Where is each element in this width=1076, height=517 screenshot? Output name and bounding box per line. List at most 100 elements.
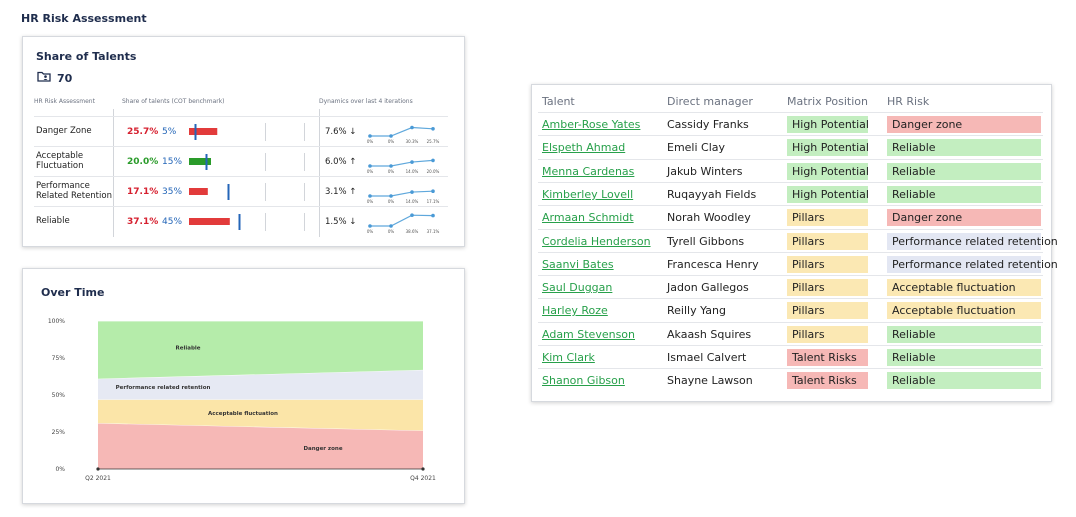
share-row-label-line: Reliable <box>36 216 70 226</box>
hr-risk-badge: Reliable <box>887 349 1041 366</box>
share-row[interactable]: Reliable 37.1% 45% 1.5% ↓ 0% 0% 38.6% 37.1% <box>34 206 448 236</box>
share-mini-bar <box>189 214 241 230</box>
table-row[interactable]: Elspeth Ahmad Emeli Clay High Potential Rel… <box>538 135 1043 158</box>
over-time-card: Over Time 0% 25% 50% 75% 100% Danger zone Acce… <box>22 268 465 504</box>
page-title: HR Risk Assessment <box>21 12 147 25</box>
x-tick-label: Q2 2021 <box>85 475 111 482</box>
scale-tick <box>304 153 305 171</box>
share-row[interactable]: Acceptable Fluctuation 20.0% 15% 6.0% ↑ 0% 0% 1… <box>34 146 448 176</box>
table-row[interactable]: Cordelia Henderson Tyrell Gibbons Pillars P… <box>538 228 1058 252</box>
dynamics-value: 7.6% ↓ <box>325 127 356 137</box>
direct-manager: Jakub Winters <box>667 164 743 178</box>
sparkline-label: 0% <box>367 139 374 144</box>
scale-tick <box>304 123 305 141</box>
scale-tick <box>304 183 305 201</box>
area-series-label: Performance related retention <box>116 385 211 391</box>
matrix-position-badge: Talent Risks <box>787 349 868 366</box>
area-series-label: Reliable <box>176 346 201 352</box>
sparkline-label: 0% <box>388 199 395 204</box>
dynamics-sparkline: 0% 0% 14.0% 17.1% <box>367 189 440 204</box>
table-row[interactable]: Saul Duggan Jadon Gallegos Pillars Acceptab… <box>538 275 1043 298</box>
share-percent: 37.1% <box>127 217 159 227</box>
column-divider <box>113 109 114 237</box>
talent-name-link[interactable]: Amber-Rose Yates <box>542 118 641 131</box>
dynamics-percent: 1.5% <box>325 217 347 227</box>
matrix-position-badge: High Potential <box>787 116 869 133</box>
sparkline-point <box>389 164 393 168</box>
talent-name-link[interactable]: Armaan Schmidt <box>542 211 634 225</box>
table-row[interactable]: Kim Clark Ismael Calvert Talent Risks Relia… <box>538 345 1043 368</box>
arrow-up-icon: ↑ <box>346 187 357 197</box>
dynamics-percent: 3.1% <box>325 187 347 197</box>
talent-name-link[interactable]: Menna Cardenas <box>542 164 635 178</box>
table-row[interactable]: Adam Stevenson Akaash Squires Pillars Relia… <box>538 321 1043 345</box>
sparkline-label: 30.3% <box>406 139 419 144</box>
area-series <box>98 369 423 400</box>
talent-table: Talent Direct manager Matrix Position HR… <box>531 84 1058 402</box>
direct-manager: Francesca Henry <box>667 257 759 271</box>
table-row[interactable]: Kimberley Lovell Ruqayyah Fields High Pote… <box>538 181 1043 205</box>
talent-name-link[interactable]: Harley Roze <box>542 304 608 318</box>
share-bar-fill <box>189 158 211 165</box>
matrix-position-badge: High Potential <box>787 162 869 180</box>
table-row[interactable]: Armaan Schmidt Norah Woodley Pillars Danger… <box>538 205 1043 228</box>
hr-risk-badge: Acceptable fluctuation <box>887 279 1041 297</box>
benchmark-marker <box>205 154 208 170</box>
share-card-title: Share of Talents <box>36 50 137 63</box>
matrix-position-badge: Pillars <box>787 209 868 227</box>
sparkline-point <box>368 164 372 168</box>
sparkline-line <box>370 159 434 167</box>
y-tick-label: 50% <box>52 392 66 399</box>
talent-name-link[interactable]: Elspeth Ahmad <box>542 141 626 155</box>
benchmark-percent: 5% <box>162 127 177 137</box>
table-row[interactable]: Menna Cardenas Jakub Winters High Potentia… <box>538 158 1043 182</box>
talent-name-link[interactable]: Adam Stevenson <box>542 327 636 341</box>
folder-user-icon <box>37 69 51 87</box>
area-series <box>98 399 423 431</box>
benchmark-marker <box>238 214 241 230</box>
table-row[interactable]: Harley Roze Reilly Yang Pillars Acceptable … <box>538 298 1043 321</box>
sparkline-label: 20.0% <box>427 169 440 174</box>
sparkline-label: 14.0% <box>406 199 419 204</box>
share-row-label-line: Danger Zone <box>36 126 92 136</box>
share-row-label: Danger Zone <box>36 126 92 136</box>
dynamics-sparkline: 0% 0% 14.0% 20.0% <box>367 158 440 174</box>
sparkline-point <box>410 213 414 217</box>
talent-name-link[interactable]: Shanon Gibson <box>542 374 625 388</box>
table-row[interactable]: Saanvi Bates Francesca Henry Pillars Perfor… <box>538 251 1058 275</box>
talent-name-link[interactable]: Cordelia Henderson <box>542 234 651 248</box>
talent-count: 70 <box>37 69 72 87</box>
table-row[interactable]: Shanon Gibson Shayne Lawson Talent Risks Re… <box>538 368 1043 391</box>
hr-risk-badge: Danger zone <box>887 209 1041 227</box>
share-row[interactable]: Danger Zone 25.7% 5% 7.6% ↓ 0% 0% 30.3% 25.7% <box>34 116 448 146</box>
x-tick-label: Q4 2021 <box>410 475 436 482</box>
talent-name-link[interactable]: Saanvi Bates <box>542 257 614 271</box>
talent-name-link[interactable]: Kimberley Lovell <box>542 187 634 201</box>
over-time-title: Over Time <box>41 286 105 299</box>
direct-manager: Tyrell Gibbons <box>667 234 745 248</box>
sparkline-label: 0% <box>388 139 395 144</box>
benchmark-percent: 15% <box>162 157 183 167</box>
share-mini-bar <box>189 154 211 170</box>
y-tick-label: 0% <box>55 466 65 473</box>
hr-risk-badge: Acceptable fluctuation <box>887 302 1041 320</box>
sparkline-point <box>431 189 435 194</box>
sparkline-point <box>368 134 372 138</box>
area-series-label: Acceptable fluctuation <box>208 411 278 417</box>
area-series <box>98 423 423 469</box>
x-axis-point <box>96 467 100 471</box>
sparkline-line <box>370 214 434 227</box>
talent-name-link[interactable]: Saul Duggan <box>542 281 613 295</box>
y-tick-label: 100% <box>48 318 65 325</box>
column-header-talent: Talent <box>542 95 575 108</box>
talent-name-link[interactable]: Kim Clark <box>542 351 595 364</box>
share-row-label-line: Fluctuation <box>36 161 84 171</box>
hr-risk-badge: Reliable <box>887 372 1041 390</box>
matrix-position-badge: High Potential <box>787 139 869 157</box>
area-series <box>98 321 423 379</box>
share-row[interactable]: Performance Related Retention 17.1% 35% 3.1%… <box>34 176 448 206</box>
table-row[interactable]: Amber-Rose Yates Cassidy Franks High Poten… <box>538 112 1043 135</box>
benchmark-marker <box>194 124 197 140</box>
scale-tick <box>304 213 305 231</box>
matrix-position-badge: Pillars <box>787 279 868 297</box>
